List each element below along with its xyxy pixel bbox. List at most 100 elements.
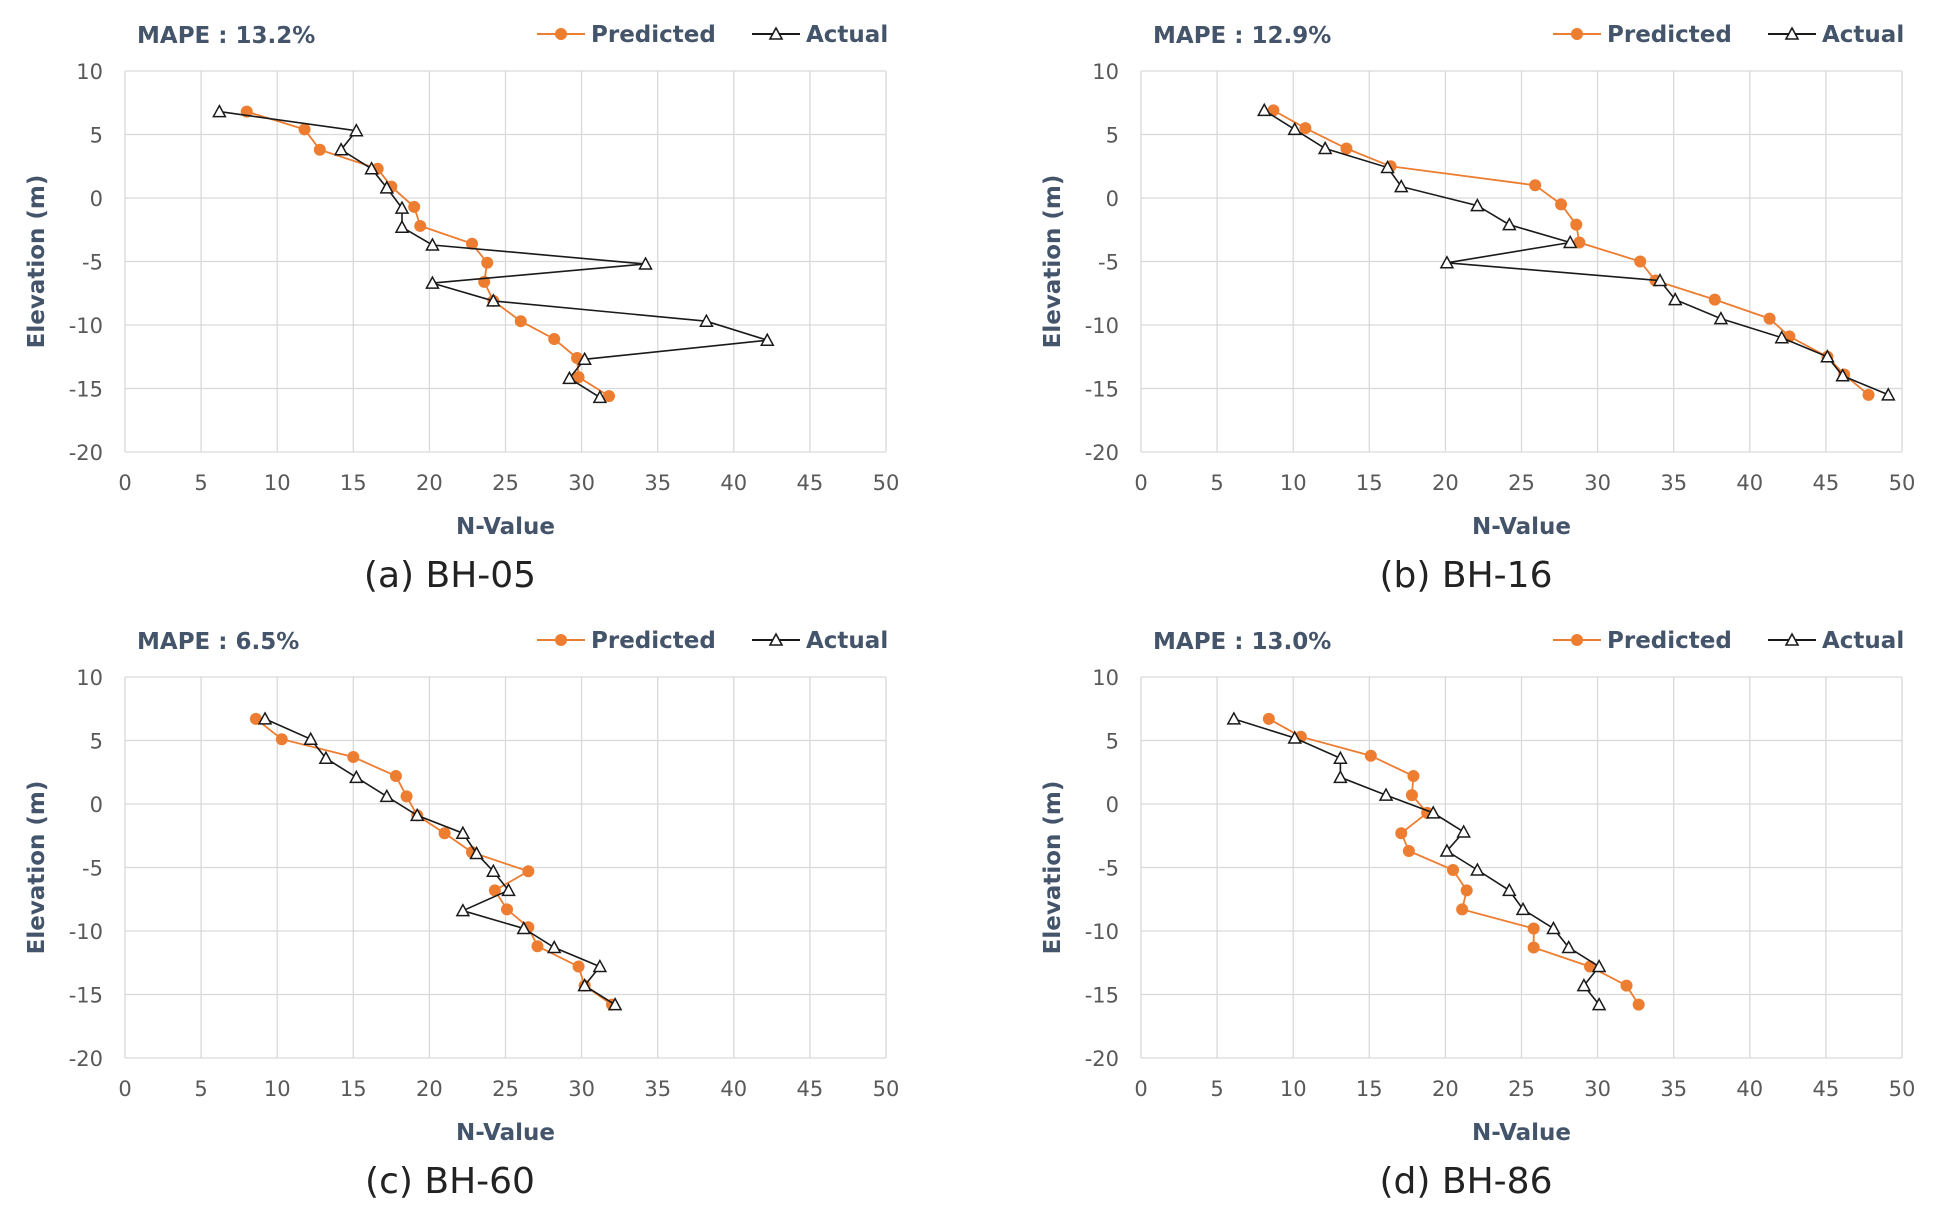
- point-actual: [486, 863, 501, 878]
- legend-label-actual: Actual: [806, 22, 888, 48]
- x-tick-label: 10: [1280, 471, 1307, 495]
- x-tick-label: 20: [416, 1077, 443, 1101]
- point-actual: [455, 825, 471, 839]
- point-actual: [1881, 387, 1896, 401]
- x-tick-label: 35: [1660, 471, 1687, 495]
- x-tick-label: 5: [1210, 1077, 1223, 1101]
- y-tick-label: -5: [1098, 857, 1119, 881]
- point-actual: [638, 256, 653, 270]
- x-tick-label: 30: [1584, 1077, 1611, 1101]
- x-tick-label: 40: [720, 1077, 747, 1101]
- series-line-actual: [264, 718, 616, 1006]
- point-predicted: [1456, 903, 1469, 916]
- point-predicted: [1460, 884, 1473, 897]
- point-predicted: [389, 770, 402, 783]
- point-actual: [394, 200, 410, 214]
- point-actual: [1820, 349, 1835, 363]
- point-actual: [1576, 978, 1592, 992]
- series-line-predicted: [1268, 718, 1640, 1006]
- mape-label: MAPE : 6.5%: [137, 629, 299, 655]
- point-actual: [1591, 958, 1607, 973]
- x-tick-label: 50: [873, 1077, 900, 1101]
- point-predicted: [572, 960, 585, 973]
- point-actual: [1561, 939, 1576, 954]
- x-tick-label: 20: [1432, 471, 1459, 495]
- x-tick-label: 15: [340, 471, 367, 495]
- y-tick-label: -5: [82, 857, 103, 881]
- legend-label-predicted: Predicted: [591, 22, 716, 48]
- point-predicted: [1395, 827, 1408, 840]
- x-tick-label: 0: [118, 471, 131, 495]
- point-actual: [516, 920, 532, 935]
- point-actual: [1287, 121, 1302, 136]
- y-tick-label: 0: [90, 187, 103, 211]
- point-predicted: [1763, 312, 1776, 325]
- point-predicted: [1405, 789, 1418, 802]
- legend-marker-predicted: [555, 634, 567, 646]
- point-predicted: [481, 256, 494, 269]
- point-actual: [1257, 102, 1272, 117]
- point-actual: [212, 104, 227, 118]
- point-actual: [486, 293, 501, 307]
- point-actual: [1425, 805, 1441, 819]
- legend-marker-predicted: [1571, 634, 1583, 646]
- y-tick-label: -5: [82, 251, 103, 275]
- x-tick-label: 5: [1210, 471, 1223, 495]
- point-predicted: [414, 219, 427, 232]
- x-tick-label: 30: [568, 1077, 595, 1101]
- y-tick-label: -15: [1085, 378, 1119, 402]
- point-actual: [349, 123, 364, 137]
- point-actual: [1456, 824, 1471, 838]
- y-axis-title: Elevation (m): [24, 781, 50, 955]
- x-tick-label: 35: [644, 1077, 671, 1101]
- y-tick-label: 5: [1106, 730, 1119, 754]
- point-predicted: [1262, 712, 1275, 725]
- point-predicted: [531, 940, 544, 953]
- x-tick-label: 25: [1508, 471, 1535, 495]
- series-line-actual: [219, 110, 768, 399]
- point-actual: [607, 997, 623, 1011]
- x-tick-label: 5: [194, 471, 207, 495]
- point-actual: [1333, 750, 1348, 765]
- point-actual: [349, 769, 364, 784]
- point-actual: [1439, 843, 1455, 857]
- x-tick-label: 30: [1584, 471, 1611, 495]
- point-predicted: [1634, 255, 1647, 268]
- x-tick-label: 45: [1813, 1077, 1840, 1101]
- point-predicted: [400, 790, 413, 803]
- y-axis-title: Elevation (m): [24, 175, 50, 349]
- chart-caption-c: (c) BH-60: [365, 1161, 535, 1202]
- series-line-predicted: [1272, 109, 1870, 396]
- point-actual: [303, 731, 318, 745]
- point-actual: [577, 351, 592, 366]
- y-tick-label: 10: [1092, 666, 1119, 690]
- y-tick-label: -20: [69, 441, 103, 465]
- point-actual: [1667, 292, 1683, 306]
- x-tick-label: 0: [1134, 1077, 1147, 1101]
- point-actual: [1439, 255, 1455, 269]
- legend-marker-predicted: [555, 28, 567, 40]
- point-predicted: [1402, 844, 1415, 857]
- point-predicted: [1620, 979, 1633, 992]
- point-predicted: [1340, 142, 1353, 155]
- point-actual: [318, 750, 334, 765]
- point-actual: [592, 958, 608, 973]
- point-actual: [699, 313, 714, 327]
- point-actual: [455, 903, 471, 917]
- point-actual: [469, 845, 484, 860]
- point-predicted: [1447, 864, 1460, 877]
- point-actual: [1515, 901, 1531, 916]
- chart-caption-b: (b) BH-16: [1379, 555, 1553, 596]
- point-actual: [379, 180, 395, 194]
- point-predicted: [1527, 941, 1540, 954]
- y-tick-label: 5: [90, 124, 103, 148]
- point-predicted: [1632, 998, 1645, 1011]
- series-line-actual: [1233, 718, 1601, 1006]
- point-predicted: [1555, 198, 1568, 211]
- point-actual: [562, 370, 577, 385]
- y-axis-title: Elevation (m): [1040, 781, 1066, 955]
- y-tick-label: -10: [69, 314, 103, 338]
- point-predicted: [347, 751, 360, 764]
